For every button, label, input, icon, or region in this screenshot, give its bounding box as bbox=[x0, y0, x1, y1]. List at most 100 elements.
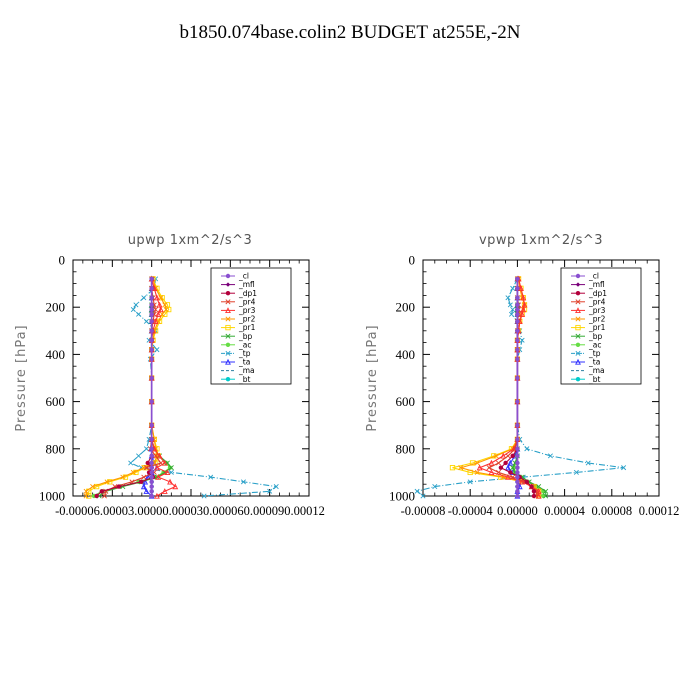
legend-marker bbox=[575, 358, 581, 365]
data-point bbox=[515, 328, 520, 333]
legend-marker bbox=[575, 350, 581, 356]
legend-entry: _mfl bbox=[221, 280, 255, 289]
data-point bbox=[149, 295, 154, 300]
data-point bbox=[515, 423, 520, 428]
legend-label: _pr3 bbox=[588, 306, 606, 315]
legend-marker bbox=[225, 324, 231, 331]
data-point bbox=[543, 488, 549, 494]
data-point bbox=[515, 484, 520, 489]
data-point bbox=[476, 464, 483, 471]
data-point bbox=[515, 474, 520, 480]
legend-entry: _dp1 bbox=[571, 289, 607, 298]
series-cl bbox=[149, 276, 154, 499]
data-point bbox=[458, 465, 464, 471]
legend-entry: _cl bbox=[221, 272, 249, 281]
legend-entry: _pr4 bbox=[221, 297, 256, 306]
legend: _cl_mfl_dp1_pr4_pr3_pr2_pr1_bp_ac_tp_ta_… bbox=[560, 267, 642, 385]
data-point bbox=[496, 469, 502, 475]
legend-entry: _tp bbox=[571, 349, 601, 358]
legend-entry: _pr3 bbox=[571, 306, 606, 315]
data-point bbox=[149, 286, 154, 291]
data-point bbox=[621, 465, 627, 471]
data-point bbox=[145, 460, 150, 466]
y-tick-label: 1000 bbox=[389, 489, 415, 504]
legend-marker bbox=[225, 307, 231, 314]
data-point bbox=[515, 295, 520, 300]
data-point bbox=[496, 460, 502, 466]
data-point bbox=[498, 465, 504, 470]
legend-marker bbox=[225, 377, 231, 382]
data-point bbox=[474, 469, 480, 475]
data-point bbox=[467, 479, 473, 485]
legend-label: _bt bbox=[588, 375, 601, 384]
legend-marker bbox=[225, 316, 231, 322]
data-point bbox=[120, 474, 126, 480]
legend-label: _dp1 bbox=[238, 289, 257, 298]
data-point bbox=[153, 453, 159, 459]
data-point bbox=[149, 276, 154, 282]
data-point bbox=[531, 489, 537, 494]
y-tick-label: 200 bbox=[46, 300, 66, 315]
legend-label: _ma bbox=[238, 366, 255, 375]
data-point bbox=[515, 375, 520, 381]
data-point bbox=[149, 347, 154, 352]
data-point bbox=[500, 452, 507, 459]
legend-entry: _ac bbox=[571, 340, 601, 349]
y-tick-labels: 0 200 400 600 800 1000 bbox=[389, 253, 415, 504]
legend-marker bbox=[225, 350, 231, 356]
data-point bbox=[149, 307, 154, 312]
data-point bbox=[510, 474, 516, 480]
legend-marker bbox=[225, 342, 231, 347]
data-point bbox=[155, 311, 162, 317]
legend-entry: _ma bbox=[571, 366, 605, 375]
legend-marker bbox=[575, 342, 581, 347]
data-point bbox=[149, 484, 154, 489]
series-group bbox=[83, 275, 279, 499]
data-point bbox=[521, 301, 528, 308]
legend-entry: _dp1 bbox=[221, 289, 257, 298]
data-point bbox=[515, 470, 520, 475]
data-point bbox=[488, 459, 495, 466]
data-point bbox=[273, 484, 279, 490]
legend-entry: _pr2 bbox=[571, 315, 606, 324]
legend-label: _ac bbox=[588, 340, 601, 349]
data-point bbox=[158, 460, 164, 466]
legend-marker bbox=[575, 273, 581, 279]
y-tick-label: 600 bbox=[396, 394, 416, 409]
data-point bbox=[505, 453, 511, 459]
legend-label: _cl bbox=[588, 272, 599, 281]
legend-label: _pr4 bbox=[588, 297, 606, 306]
legend-label: _cl bbox=[238, 272, 249, 281]
data-point bbox=[143, 488, 150, 494]
legend-label: _pr2 bbox=[238, 315, 256, 324]
data-point bbox=[488, 469, 495, 476]
data-point bbox=[505, 473, 511, 480]
y-axis-label: Pressure [hPa] bbox=[365, 324, 380, 431]
legend-marker bbox=[575, 282, 581, 287]
data-point bbox=[104, 479, 110, 485]
data-point bbox=[99, 489, 105, 494]
data-point bbox=[547, 453, 553, 459]
legend-marker bbox=[225, 273, 231, 279]
data-point bbox=[432, 484, 438, 490]
legend-marker bbox=[225, 358, 231, 365]
y-tick-labels: 0 200 400 600 800 1000 bbox=[39, 253, 65, 504]
data-point bbox=[154, 347, 160, 353]
y-tick-label: 0 bbox=[59, 253, 66, 268]
data-point bbox=[149, 460, 154, 466]
legend-label: _mfl bbox=[238, 280, 255, 289]
legend-entry: _mfl bbox=[571, 280, 605, 289]
data-point bbox=[510, 453, 515, 459]
legend-label: _pr1 bbox=[238, 323, 256, 332]
legend-box bbox=[210, 267, 292, 385]
data-point bbox=[414, 488, 420, 494]
page-title: b1850.074base.colin2 BUDGET at255E,-2N bbox=[179, 22, 521, 43]
data-point bbox=[141, 295, 147, 301]
data-point bbox=[140, 483, 147, 490]
data-point bbox=[508, 470, 513, 475]
data-point bbox=[94, 493, 99, 499]
data-point bbox=[515, 465, 520, 470]
legend-label: _bt bbox=[238, 375, 251, 384]
x-tick-labels: -0.00006.00003.00000.000030.000060.00009… bbox=[55, 504, 325, 518]
data-point bbox=[515, 479, 520, 485]
